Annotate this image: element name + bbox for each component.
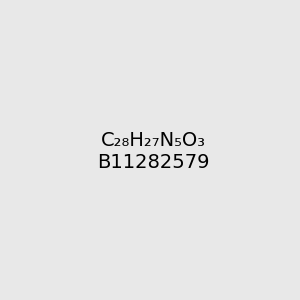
Text: C₂₈H₂₇N₅O₃
B11282579: C₂₈H₂₇N₅O₃ B11282579 xyxy=(98,131,210,172)
